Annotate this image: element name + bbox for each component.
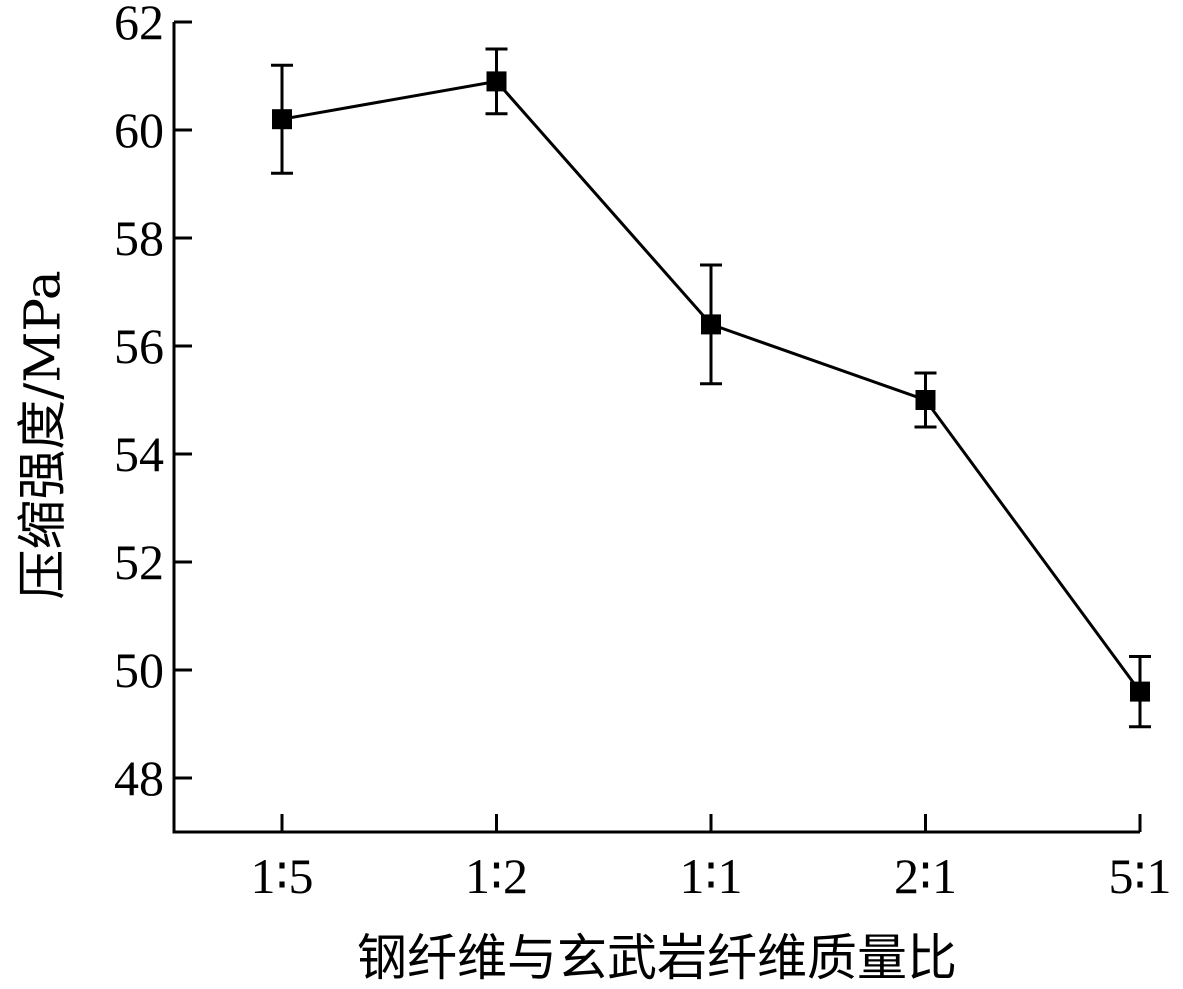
x-tick-label: 1∶5 <box>250 848 313 904</box>
series <box>271 47 1151 729</box>
y-tick-label: 54 <box>114 426 164 482</box>
x-tick-label: 5∶1 <box>1108 848 1171 904</box>
y-ticks: 48 50 52 54 56 58 60 62 <box>114 0 192 806</box>
series-line <box>281 79 1142 693</box>
axes <box>172 22 1140 834</box>
data-point-marker <box>701 314 721 335</box>
data-point-marker <box>1130 681 1150 702</box>
y-axis-title: 压缩强度/MPa <box>14 270 72 599</box>
y-tick-label: 50 <box>114 642 164 698</box>
x-tick-label: 2∶1 <box>894 848 957 904</box>
y-tick-label: 48 <box>114 750 164 806</box>
y-tick-label: 62 <box>114 0 164 50</box>
y-tick-label: 52 <box>114 534 164 590</box>
x-tick-label: 1∶1 <box>679 848 742 904</box>
x-ticks: 1∶5 1∶2 1∶1 2∶1 5∶1 <box>250 814 1172 904</box>
data-point-marker <box>915 390 936 410</box>
x-axis-title: 钢纤维与玄武岩纤维质量比 <box>357 929 957 987</box>
x-tick-label: 1∶2 <box>465 848 528 904</box>
y-tick-label: 60 <box>114 102 164 158</box>
data-point-marker <box>272 109 292 130</box>
y-tick-label: 58 <box>114 210 164 266</box>
y-tick-label: 56 <box>114 318 164 374</box>
data-point-marker <box>486 71 507 92</box>
